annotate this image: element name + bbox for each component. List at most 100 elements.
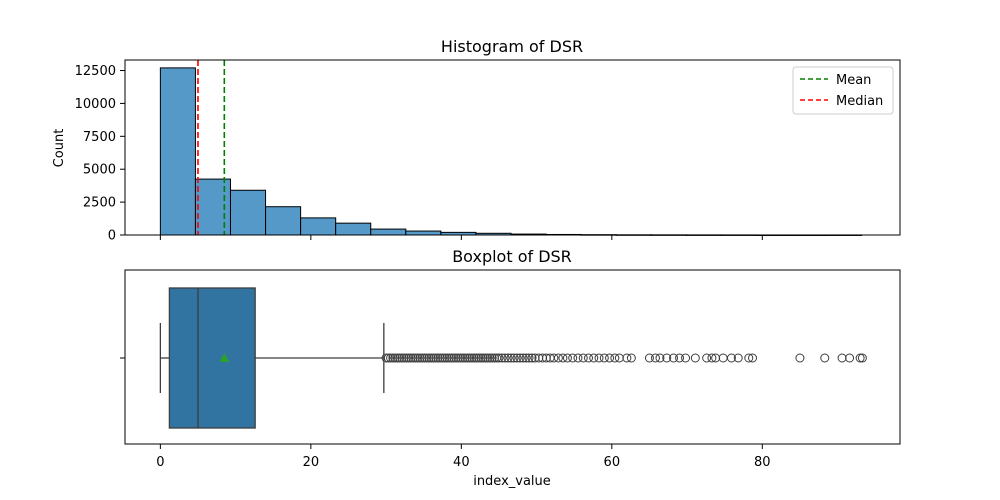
boxplot-outlier	[494, 353, 504, 363]
boxplot-outlier	[845, 353, 855, 363]
boxplot-outlier	[413, 353, 423, 363]
boxplot-outlier	[390, 353, 400, 363]
boxplot-outlier	[460, 353, 470, 363]
boxplot-outlier	[476, 353, 486, 363]
boxplot-outlier	[406, 353, 416, 363]
boxplot-outlier	[744, 353, 754, 363]
boxplot-outlier	[422, 353, 432, 363]
boxplot-outlier	[506, 353, 516, 363]
boxplot-outlier	[837, 353, 847, 363]
boxplot-outlier	[503, 353, 513, 363]
boxplot-outlier	[512, 353, 522, 363]
boxplot-outlier	[614, 353, 624, 363]
boxplot-outlier	[718, 353, 728, 363]
histogram-panel: Histogram of DSR Count 0 2500 5000 7500 1000…	[52, 37, 901, 244]
boxplot-outlier	[509, 353, 519, 363]
boxplot-outlier	[655, 353, 665, 363]
legend-mean-label: Mean	[836, 73, 871, 88]
boxplot-outlier	[622, 353, 632, 363]
boxplot-outlier	[449, 353, 459, 363]
boxplot-outlier	[444, 353, 454, 363]
boxplot-body	[159, 287, 385, 429]
histogram-y-tick-label: 0	[108, 229, 116, 244]
boxplot-x-tick-label: 80	[754, 455, 771, 470]
boxplot-outlier	[650, 353, 660, 363]
histogram-title: Histogram of DSR	[441, 37, 583, 56]
boxplot-x-tick-label: 40	[453, 455, 470, 470]
histogram-bar	[370, 228, 407, 236]
boxplot-outlier	[471, 353, 481, 363]
boxplot-frame	[124, 269, 901, 445]
boxplot-outlier	[669, 353, 679, 363]
boxplot-outlier	[487, 353, 497, 363]
boxplot-outlier	[675, 353, 685, 363]
boxplot-title: Boxplot of DSR	[452, 247, 572, 266]
boxplot-outlier	[478, 353, 488, 363]
histogram-y-tick-label: 7500	[83, 130, 116, 145]
histogram-bars	[159, 67, 863, 236]
boxplot-outlier	[855, 353, 865, 363]
boxplot-outlier	[485, 353, 495, 363]
boxplot-outlier	[433, 353, 443, 363]
boxplot-outlier	[599, 353, 609, 363]
boxplot-outlier	[500, 353, 510, 363]
boxplot-outlier	[467, 353, 477, 363]
boxplot-outlier	[410, 353, 420, 363]
boxplot-outlier	[404, 353, 414, 363]
histogram-y-tick-label: 10000	[75, 97, 116, 112]
boxplot-outlier	[662, 353, 672, 363]
boxplot-outlier	[415, 353, 425, 363]
histogram-bar	[335, 222, 372, 236]
boxplot-x-tick-label: 0	[156, 455, 164, 470]
boxplot-outlier	[401, 353, 411, 363]
histogram-bar	[229, 189, 267, 236]
boxplot-outlier	[399, 353, 409, 363]
boxplot-outlier	[857, 353, 867, 363]
boxplot-outlier	[518, 353, 528, 363]
boxplot-outlier	[578, 353, 588, 363]
boxplot-outlier	[573, 353, 583, 363]
histogram-bar	[405, 230, 442, 236]
boxplot-outlier	[594, 353, 604, 363]
boxplot-outlier	[447, 353, 457, 363]
boxplot-outlier	[610, 353, 620, 363]
boxplot-outlier	[458, 353, 468, 363]
boxplot-outlier	[515, 353, 525, 363]
boxplot-outlier	[438, 353, 448, 363]
boxplot-outlier	[644, 353, 654, 363]
boxplot-outlier	[426, 353, 436, 363]
boxplot-outlier	[605, 353, 615, 363]
boxplot-outlier	[383, 353, 393, 363]
boxplot-outlier	[465, 353, 475, 363]
boxplot-outlier	[549, 353, 559, 363]
boxplot-outlier	[424, 353, 434, 363]
boxplot-x-tick-label: 60	[604, 455, 621, 470]
boxplot-outlier	[395, 353, 405, 363]
boxplot-x-ticks: 0 20 40 60 80	[156, 444, 771, 470]
boxplot-outlier	[388, 353, 398, 363]
histogram-bar	[194, 178, 231, 236]
boxplot-outlier	[440, 353, 450, 363]
boxplot-panel: Boxplot of DSR 0 20 40 60 80 index_value	[120, 247, 901, 489]
boxplot-outlier	[480, 353, 490, 363]
boxplot-outlier	[733, 353, 743, 363]
boxplot-outlier	[568, 353, 578, 363]
boxplot-box	[168, 287, 256, 429]
boxplot-outlier	[428, 353, 438, 363]
boxplot-outlier	[417, 353, 427, 363]
boxplot-outlier	[681, 353, 691, 363]
boxplot-outlier	[524, 353, 534, 363]
boxplot-outlier	[795, 353, 805, 363]
histogram-y-tick-label: 5000	[83, 163, 116, 178]
boxplot-outlier	[408, 353, 418, 363]
histogram-bar	[159, 67, 196, 236]
boxplot-x-axis-label: index_value	[473, 474, 551, 489]
histogram-frame	[124, 59, 901, 236]
boxplot-outlier	[583, 353, 593, 363]
histogram-legend: Mean Median	[792, 66, 894, 115]
histogram-x-ticks	[159, 235, 763, 240]
boxplot-outlier	[381, 353, 391, 363]
boxplot-outlier	[702, 353, 712, 363]
boxplot-outlier	[474, 353, 484, 363]
boxplot-outlier	[553, 353, 563, 363]
